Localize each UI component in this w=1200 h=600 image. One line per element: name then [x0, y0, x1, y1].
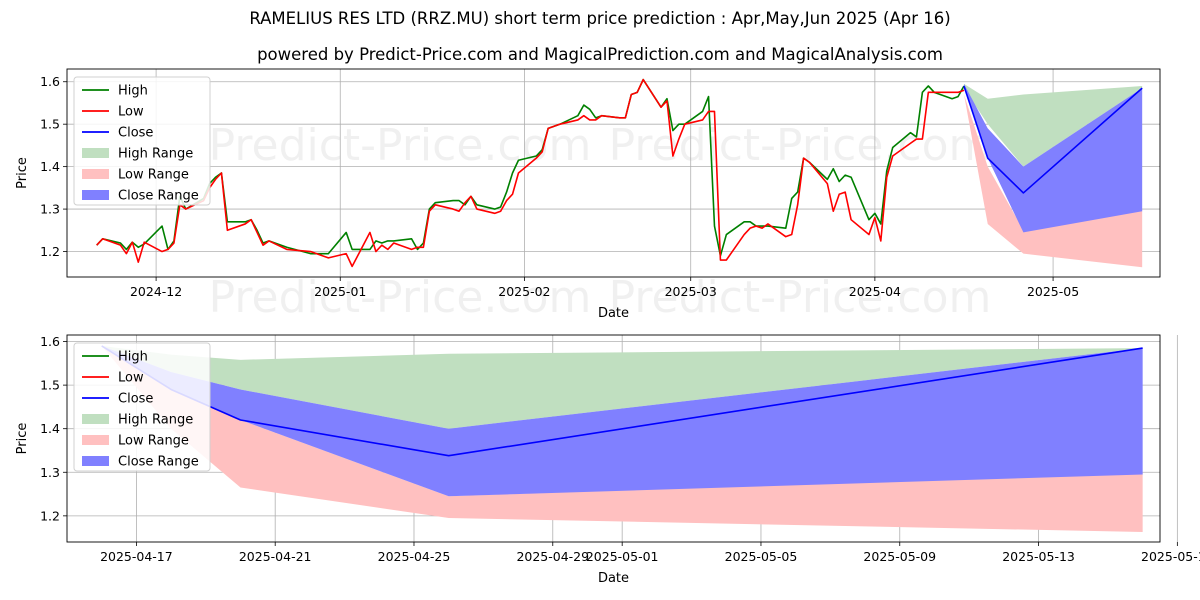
plot-area — [96, 78, 1143, 268]
y-tick-label: 1.5 — [40, 117, 60, 132]
chart-panel-1: Predict-Price.com Predict-Price.com Predic… — [15, 68, 1161, 323]
y-tick-label: 1.5 — [40, 378, 60, 393]
y-axis-label: Price — [15, 157, 30, 189]
legend-label: Low — [118, 371, 144, 386]
watermark-text: Predict-Price.com — [209, 272, 592, 323]
low-range-band — [101, 345, 1143, 532]
legend-swatch-patch — [82, 190, 109, 200]
x-tick-label: 2025-05-13 — [1002, 549, 1075, 564]
y-tick-label: 1.4 — [40, 421, 60, 436]
x-tick-label: 2025-04-17 — [100, 549, 173, 564]
high-range-band — [101, 345, 1143, 429]
watermark-text: Predict-Price.com — [209, 120, 592, 171]
close-series-line — [963, 85, 1143, 194]
y-axis-label: Price — [15, 423, 30, 455]
legend-swatch-patch — [82, 435, 109, 445]
high-range-band — [963, 83, 1143, 167]
legend-label: Low Range — [118, 434, 189, 449]
x-tick-label: 2025-05-17 — [1141, 549, 1200, 564]
x-tick-label: 2025-05 — [1027, 284, 1079, 299]
legend-label: High Range — [118, 147, 193, 162]
x-axis-label: Date — [598, 571, 629, 586]
chart-title: RAMELIUS RES LTD (RRZ.MU) short term pri… — [249, 9, 951, 28]
y-tick-label: 1.2 — [40, 508, 60, 523]
y-tick-label: 1.6 — [40, 74, 60, 89]
y-tick-label: 1.4 — [40, 159, 60, 174]
chart-subtitle: powered by Predict-Price.com and Magical… — [257, 45, 943, 64]
legend-label: Close Range — [118, 189, 199, 204]
legend-label: Close Range — [118, 455, 199, 470]
x-tick-label: 2025-05-05 — [725, 549, 798, 564]
legend-swatch-patch — [82, 456, 109, 466]
x-tick-label: 2025-01 — [314, 284, 366, 299]
y-tick-label: 1.2 — [40, 244, 60, 259]
plot-frame — [66, 334, 1161, 543]
watermark-text: Predict-Price.com — [609, 120, 992, 171]
legend-swatch-patch — [82, 148, 109, 158]
x-tick-label: 2025-04-29 — [516, 549, 589, 564]
watermark-text: Predict-Price.com — [609, 272, 992, 323]
legend: High Low Close High Range Low Range Close Ran… — [73, 76, 211, 206]
legend-swatch-patch — [82, 169, 109, 179]
legend-label: Close — [118, 126, 153, 141]
x-tick-label: 2025-03 — [665, 284, 717, 299]
plot-area — [101, 345, 1143, 532]
x-tick-label: 2025-04 — [849, 284, 901, 299]
legend: High Low Close High Range Low Range Close Ran… — [73, 342, 211, 472]
x-axis-label: Date — [598, 306, 629, 321]
x-tick-label: 2025-05-01 — [586, 549, 659, 564]
low-series-line — [96, 78, 965, 268]
y-tick-label: 1.6 — [40, 334, 60, 349]
x-tick-label: 2025-04-25 — [378, 549, 451, 564]
x-tick-label: 2025-04-21 — [239, 549, 312, 564]
legend-swatch-patch — [82, 414, 109, 424]
legend-label: High — [118, 84, 148, 99]
x-tick-label: 2025-05-09 — [863, 549, 936, 564]
legend-label: Low — [118, 105, 144, 120]
y-tick-label: 1.3 — [40, 465, 60, 480]
legend-label: Close — [118, 392, 153, 407]
x-tick-label: 2025-02 — [498, 284, 550, 299]
low-range-band — [963, 94, 1143, 268]
legend-label: High Range — [118, 413, 193, 428]
x-tick-label: 2024-12 — [130, 284, 182, 299]
chart-panel-2: Predict-Price.comPredict-Price.com2025-0… — [15, 334, 1200, 586]
plot-frame — [66, 68, 1161, 278]
legend-label: Low Range — [118, 168, 189, 183]
y-tick-label: 1.3 — [40, 202, 60, 217]
legend-label: High — [118, 350, 148, 365]
close-range-band — [101, 345, 1143, 497]
close-range-band — [963, 83, 1143, 233]
